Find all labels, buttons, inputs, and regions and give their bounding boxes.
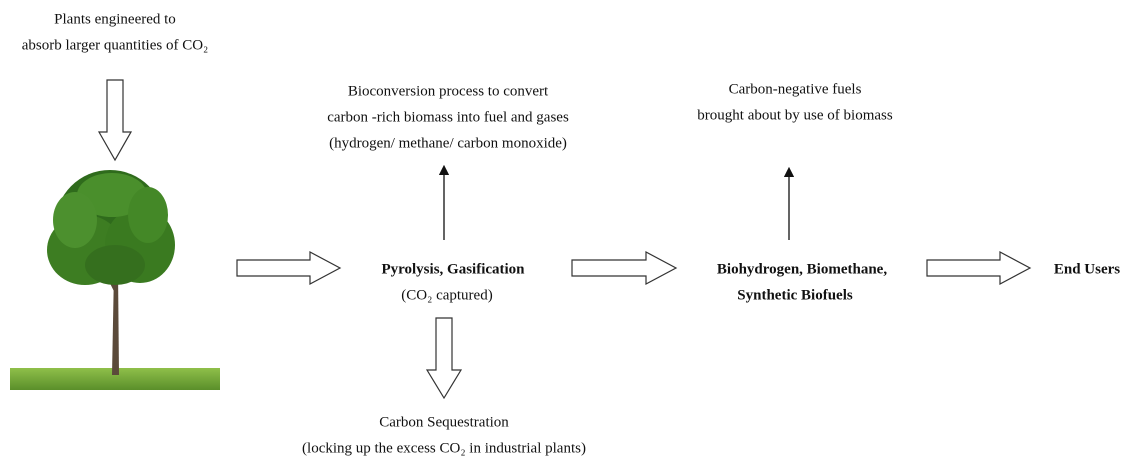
arrow bbox=[97, 79, 133, 162]
node-label: Synthetic Biofuels bbox=[737, 287, 853, 303]
note-text: Carbon-negative fuels bbox=[729, 81, 862, 97]
arrow bbox=[425, 317, 463, 400]
arrow bbox=[236, 251, 342, 285]
note-text: carbon -rich biomass into fuel and gases bbox=[327, 109, 569, 125]
node-label: Pyrolysis, Gasification bbox=[381, 261, 525, 277]
note-text: brought about by use of biomass bbox=[697, 107, 893, 123]
source-text: Plants engineered to bbox=[54, 11, 176, 27]
arrow bbox=[926, 251, 1032, 285]
note-text: Bioconversion process to convert bbox=[348, 83, 549, 99]
node-label: Biohydrogen, Biomethane, bbox=[717, 261, 887, 277]
tree bbox=[10, 170, 220, 390]
note-text: Carbon Sequestration bbox=[379, 414, 509, 430]
note-text: (hydrogen/ methane/ carbon monoxide) bbox=[329, 135, 567, 151]
node-label: End Users bbox=[1054, 261, 1120, 277]
node-label: (CO₂ captured) bbox=[401, 287, 492, 303]
arrow bbox=[571, 251, 678, 285]
source-text: absorb larger quantities of CO₂ bbox=[22, 37, 209, 53]
note-text: (locking up the excess CO₂ in industrial… bbox=[302, 440, 586, 456]
